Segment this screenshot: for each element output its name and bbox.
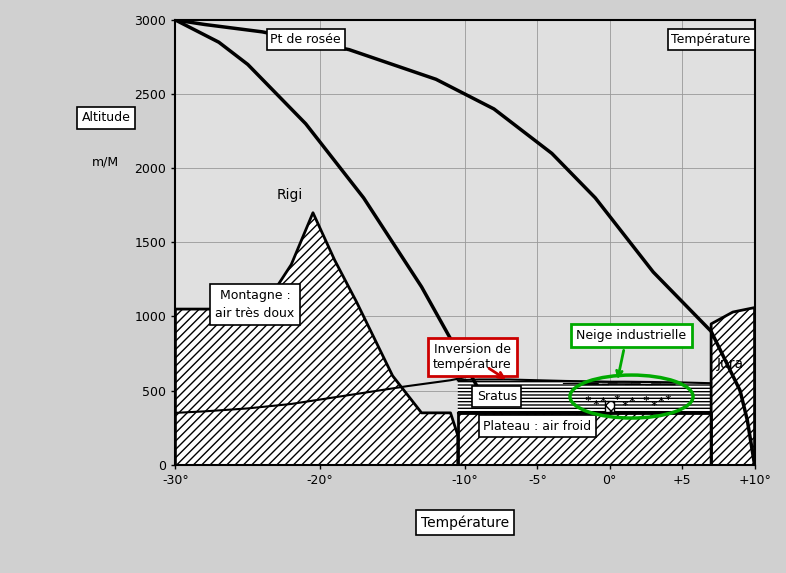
- Text: Neige industrielle: Neige industrielle: [576, 329, 686, 342]
- Text: Rigi: Rigi: [277, 188, 303, 202]
- Polygon shape: [457, 379, 711, 413]
- Text: *: *: [621, 401, 628, 411]
- Text: *: *: [614, 395, 620, 405]
- Text: *: *: [599, 398, 606, 407]
- Text: Sratus: Sratus: [477, 390, 517, 403]
- Text: Température: Température: [421, 515, 509, 530]
- Text: *: *: [643, 396, 649, 406]
- Polygon shape: [175, 213, 457, 465]
- Text: Inversion de
température: Inversion de température: [433, 343, 512, 371]
- Text: *: *: [650, 401, 656, 411]
- Text: *: *: [628, 397, 635, 407]
- Text: Montagne :
air très doux: Montagne : air très doux: [215, 289, 295, 320]
- Polygon shape: [711, 308, 755, 465]
- Text: *: *: [664, 395, 671, 405]
- Text: *: *: [657, 398, 664, 407]
- Text: Pt de rosée: Pt de rosée: [270, 33, 341, 46]
- Text: Altitude: Altitude: [82, 111, 130, 124]
- Text: *: *: [585, 396, 591, 406]
- Text: m/M: m/M: [93, 156, 119, 169]
- Text: Plateau : air froid: Plateau : air froid: [483, 419, 591, 433]
- Text: Jura: Jura: [716, 357, 744, 371]
- Polygon shape: [457, 413, 711, 465]
- Text: Température: Température: [671, 33, 751, 46]
- Polygon shape: [605, 401, 614, 412]
- Text: *: *: [592, 401, 599, 410]
